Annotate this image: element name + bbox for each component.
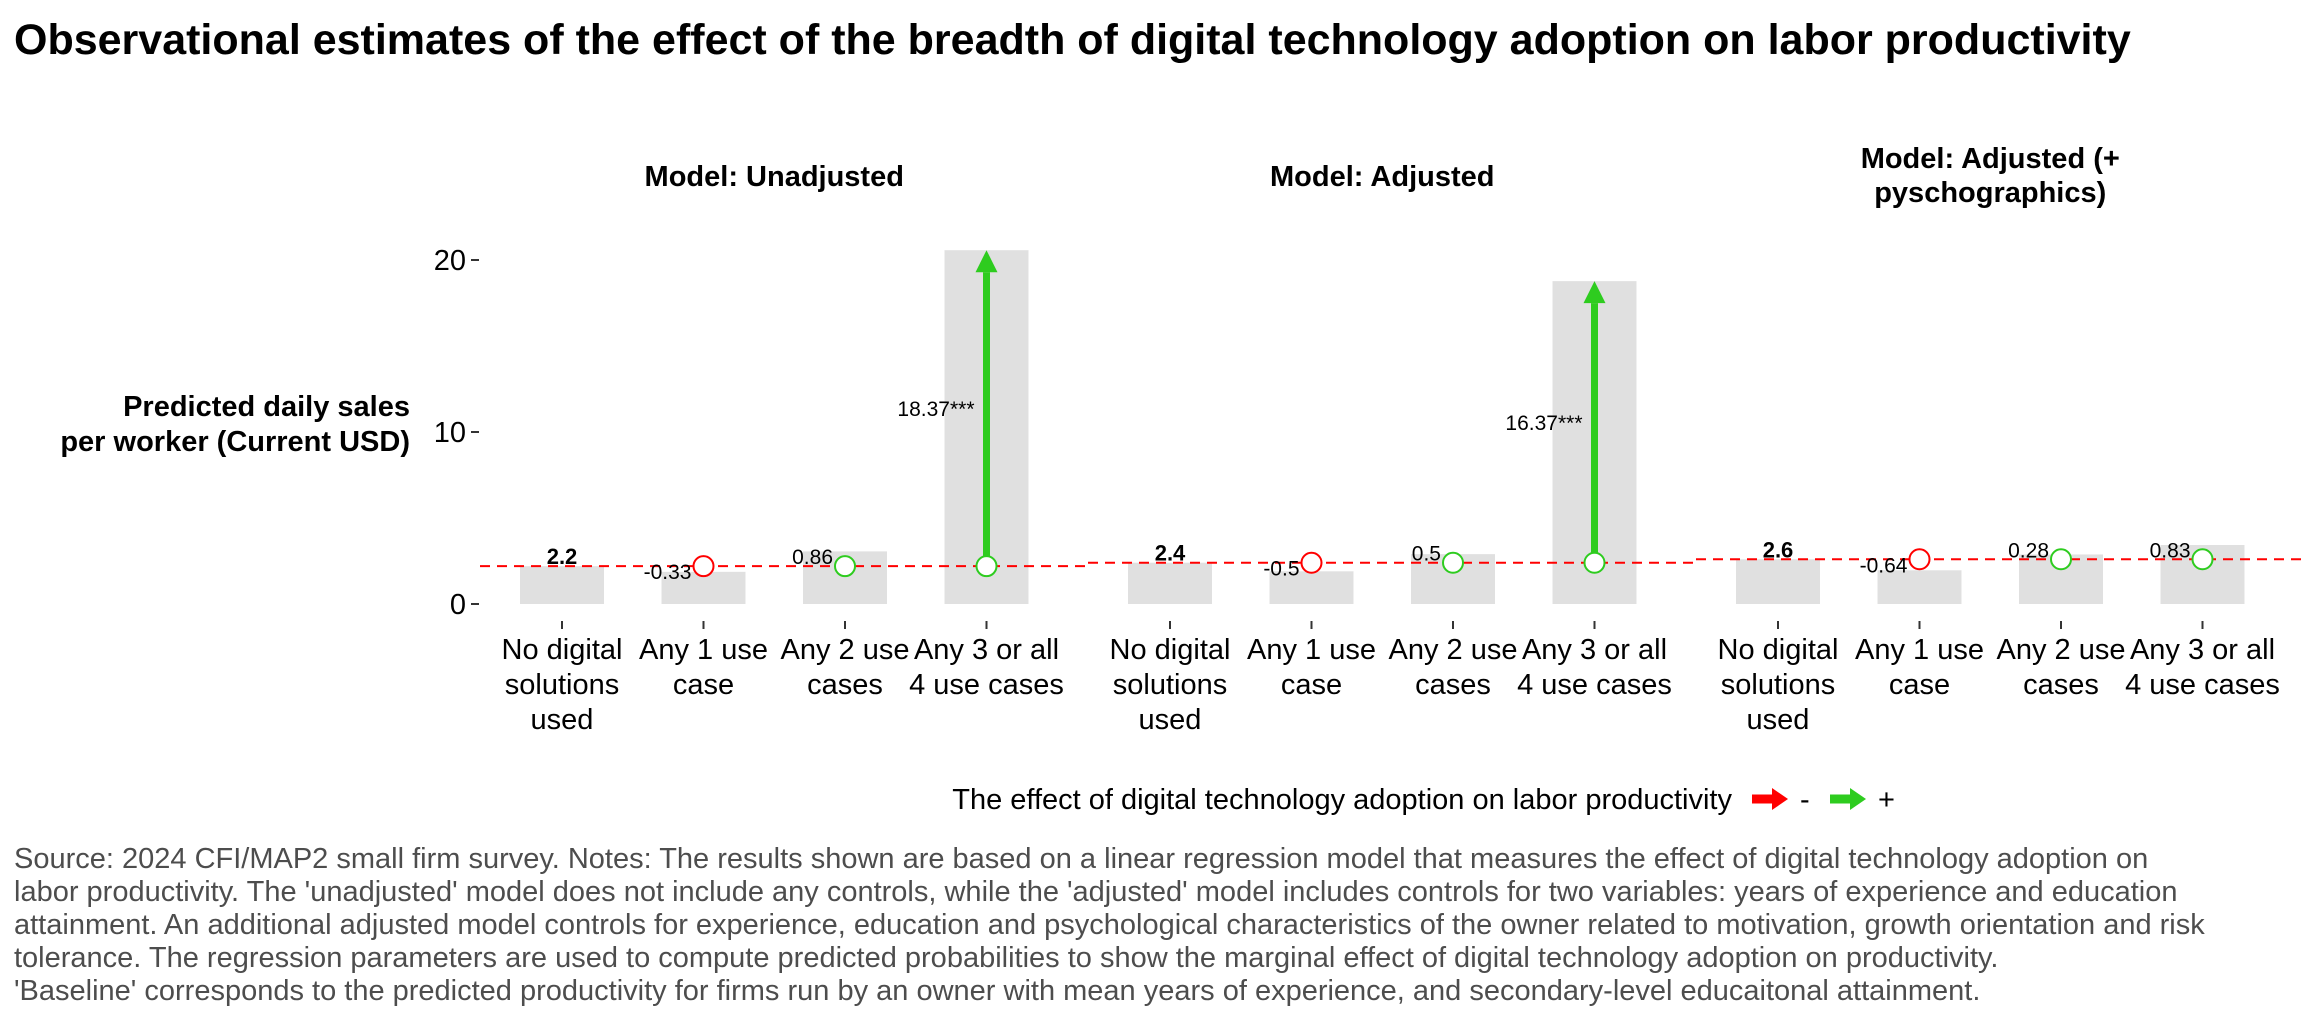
panel-title: pyschographics)	[1874, 177, 2106, 209]
bar	[1269, 571, 1354, 604]
x-tick-label: No digital	[1110, 634, 1231, 666]
x-tick-label: solutions	[1113, 669, 1227, 701]
effect-label: -0.64	[1860, 554, 1908, 577]
caption-line: 'Baseline' corresponds to the predicted …	[14, 975, 1981, 1007]
baseline-point	[1442, 551, 1464, 574]
effect-label: 18.37***	[897, 398, 974, 421]
y-axis-label: Predicted daily sales	[123, 391, 410, 423]
x-tick-label: 4 use cases	[909, 669, 1064, 701]
y-tick-label: 20	[434, 245, 466, 277]
x-tick-label: Any 2 use	[1997, 634, 2126, 666]
x-tick-label: No digital	[1718, 634, 1839, 666]
x-tick-label: Any 2 use	[1389, 634, 1518, 666]
x-tick-label: 4 use cases	[1517, 669, 1672, 701]
y-tick-label: 10	[434, 417, 466, 449]
x-tick-label: used	[531, 704, 594, 736]
x-tick-label: case	[1281, 669, 1342, 701]
baseline-point	[1300, 551, 1323, 574]
panel-title: Model: Unadjusted	[645, 161, 904, 193]
caption-line: attainment. An additional adjusted model…	[14, 909, 2205, 941]
baseline-point	[692, 555, 715, 578]
baseline-point	[2191, 548, 2214, 571]
x-tick-label: case	[1889, 669, 1950, 701]
x-tick-label: solutions	[505, 669, 619, 701]
panel-title: Model: Adjusted	[1270, 161, 1494, 193]
baseline-label: 2.6	[1763, 537, 1794, 562]
bar	[520, 566, 604, 604]
effect-arrowhead	[1583, 281, 1606, 304]
x-tick-label: used	[1139, 704, 1202, 736]
legend-item-label: +	[1878, 784, 1895, 816]
baseline-point	[1583, 551, 1606, 574]
legend-key-arrowhead	[1850, 788, 1866, 810]
x-tick-label: Any 1 use	[1247, 634, 1376, 666]
x-tick-label: Any 3 or all	[1522, 634, 1667, 666]
x-tick-label: No digital	[502, 634, 623, 666]
baseline-label: 2.4	[1155, 541, 1186, 566]
chart-caption: Source: 2024 CFI/MAP2 small firm survey.…	[14, 843, 2304, 1008]
bar	[1128, 562, 1212, 604]
effect-label: 0.86	[792, 546, 833, 569]
effect-label: -0.33	[644, 561, 692, 584]
caption-line: tolerance. The regression parameters are…	[14, 942, 1999, 974]
y-axis-label: per worker (Current USD)	[60, 426, 410, 458]
baseline-point	[834, 555, 856, 578]
x-tick-label: Any 2 use	[781, 634, 910, 666]
bar	[661, 571, 746, 604]
legend-title: The effect of digital technology adoptio…	[952, 784, 1732, 816]
y-tick-label: 0	[450, 589, 466, 621]
chart-title: Observational estimates of the effect of…	[14, 16, 2131, 64]
effect-label: -0.5	[1263, 558, 1299, 581]
x-tick-label: Any 1 use	[1855, 634, 1984, 666]
effect-label: 0.5	[1412, 543, 1441, 566]
x-tick-label: case	[673, 669, 734, 701]
x-tick-label: Any 3 or all	[914, 634, 1059, 666]
legend-item-label: -	[1800, 784, 1810, 816]
baseline-point	[2050, 548, 2072, 571]
effect-label: 0.83	[2150, 539, 2191, 562]
baseline-point	[1908, 548, 1931, 571]
effect-arrowhead	[975, 250, 998, 273]
caption-line: Source: 2024 CFI/MAP2 small firm survey.…	[14, 843, 2149, 875]
x-tick-label: cases	[807, 669, 883, 701]
bar	[1877, 570, 1962, 604]
x-tick-label: Any 3 or all	[2130, 634, 2275, 666]
x-tick-label: solutions	[1721, 669, 1835, 701]
legend-key-arrowhead	[1772, 788, 1788, 810]
effect-label: 0.28	[2008, 539, 2049, 562]
bar	[1736, 559, 1820, 604]
x-tick-label: 4 use cases	[2125, 669, 2280, 701]
baseline-label: 2.2	[547, 544, 578, 569]
panel-title: Model: Adjusted (+	[1861, 143, 2120, 175]
x-tick-label: cases	[2023, 669, 2099, 701]
x-tick-label: used	[1747, 704, 1810, 736]
effect-label: 16.37***	[1505, 412, 1582, 435]
x-tick-label: Any 1 use	[639, 634, 768, 666]
x-tick-label: cases	[1415, 669, 1491, 701]
caption-line: labor productivity. The 'unadjusted' mod…	[14, 876, 2178, 908]
baseline-point	[975, 555, 998, 578]
